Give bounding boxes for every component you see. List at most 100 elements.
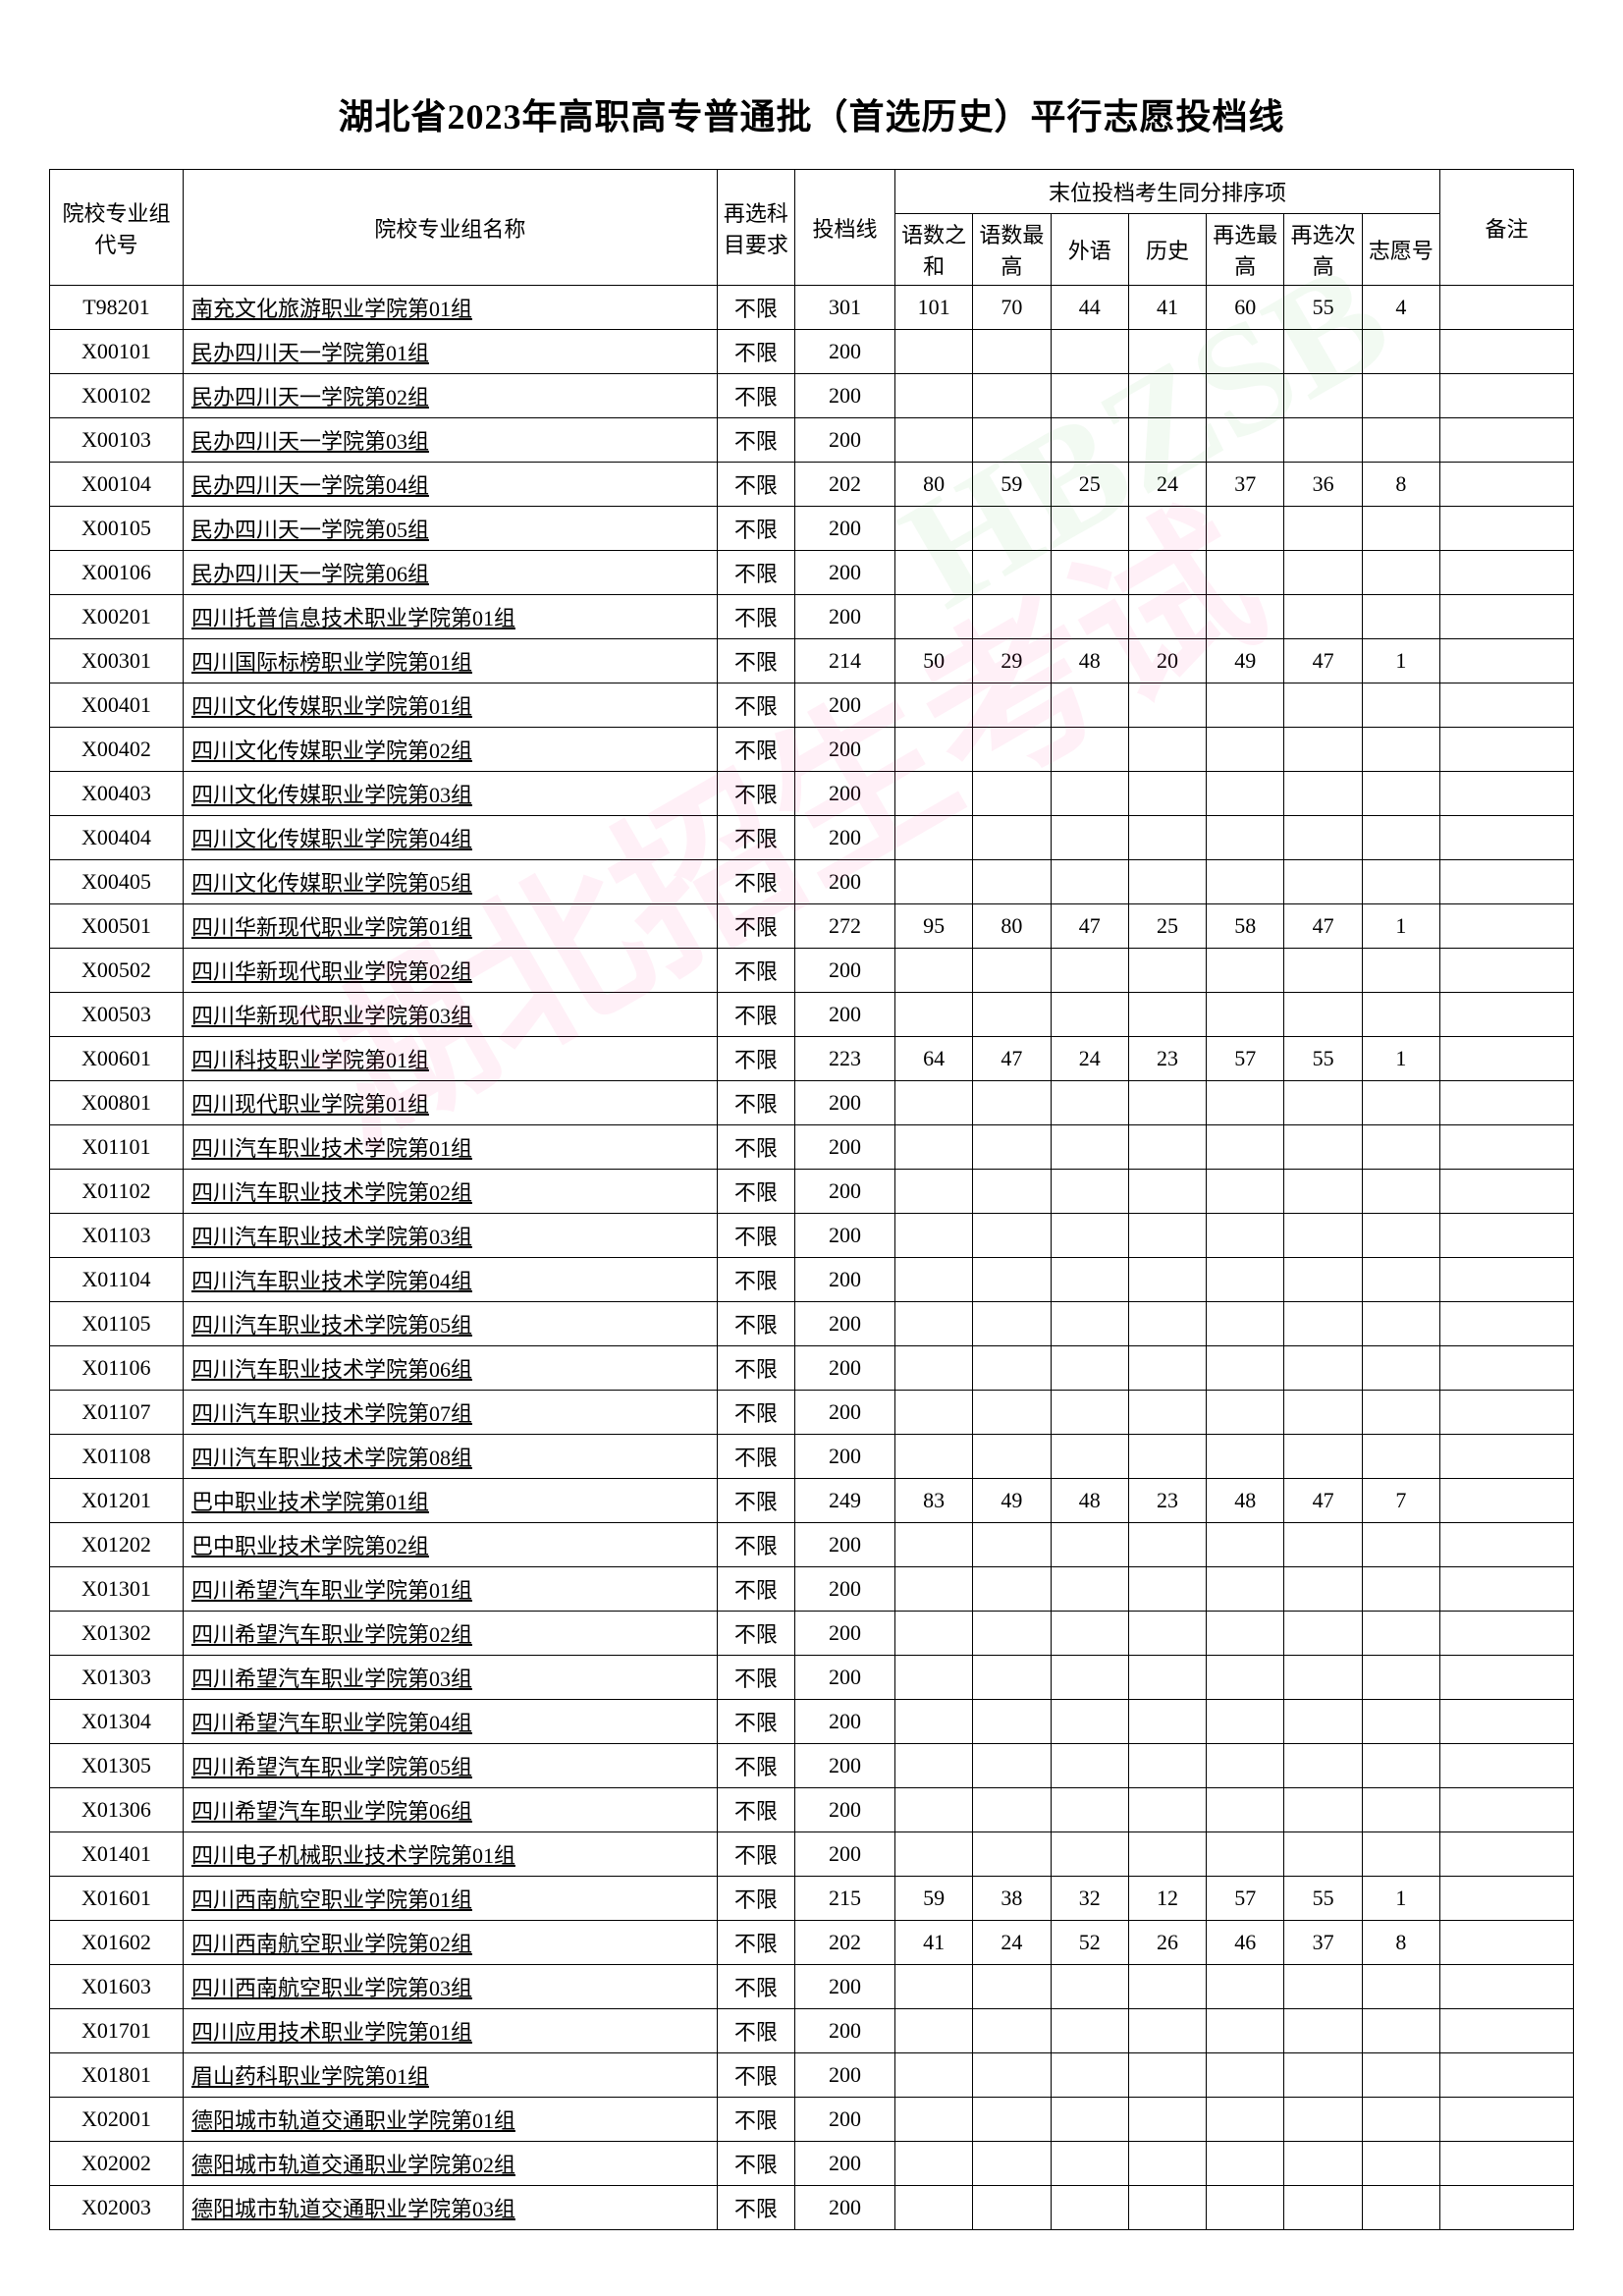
cell-c1 xyxy=(894,2009,972,2053)
cell-c1 xyxy=(894,1656,972,1700)
cell-code: X01106 xyxy=(50,1346,184,1391)
cell-name: 德阳城市轨道交通职业学院第03组 xyxy=(183,2186,717,2230)
cell-req: 不限 xyxy=(717,1391,794,1435)
cell-c4 xyxy=(1128,728,1206,772)
cell-c2 xyxy=(973,374,1051,418)
cell-code: X02002 xyxy=(50,2142,184,2186)
cell-score: 200 xyxy=(795,595,895,639)
cell-c6 xyxy=(1284,1656,1362,1700)
th-group: 末位投档考生同分排序项 xyxy=(894,170,1439,214)
th-remark: 备注 xyxy=(1440,170,1574,286)
cell-c6 xyxy=(1284,1346,1362,1391)
cell-c6 xyxy=(1284,1567,1362,1612)
cell-score: 200 xyxy=(795,1346,895,1391)
cell-c5: 37 xyxy=(1207,463,1284,507)
cell-name: 四川西南航空职业学院第02组 xyxy=(183,1921,717,1965)
cell-c2 xyxy=(973,728,1051,772)
cell-c3 xyxy=(1051,1435,1128,1479)
cell-code: X00106 xyxy=(50,551,184,595)
cell-c5 xyxy=(1207,2098,1284,2142)
cell-code: X01701 xyxy=(50,2009,184,2053)
cell-score: 200 xyxy=(795,993,895,1037)
cell-score: 200 xyxy=(795,2142,895,2186)
cell-c7 xyxy=(1362,1965,1439,2009)
cell-c6 xyxy=(1284,1965,1362,2009)
cell-score: 200 xyxy=(795,1700,895,1744)
cell-name: 四川希望汽车职业学院第04组 xyxy=(183,1700,717,1744)
cell-name: 民办四川天一学院第01组 xyxy=(183,330,717,374)
cell-c6 xyxy=(1284,551,1362,595)
cell-name: 四川国际标榜职业学院第01组 xyxy=(183,639,717,683)
cell-score: 200 xyxy=(795,683,895,728)
table-row: X00402四川文化传媒职业学院第02组不限200 xyxy=(50,728,1574,772)
cell-c2 xyxy=(973,2009,1051,2053)
th-reelect-max: 再选最高 xyxy=(1207,214,1284,286)
cell-c3 xyxy=(1051,330,1128,374)
cell-c2 xyxy=(973,1302,1051,1346)
cell-name: 四川文化传媒职业学院第05组 xyxy=(183,860,717,904)
cell-c5: 57 xyxy=(1207,1037,1284,1081)
cell-name: 南充文化旅游职业学院第01组 xyxy=(183,286,717,330)
cell-c6 xyxy=(1284,595,1362,639)
cell-c2: 38 xyxy=(973,1877,1051,1921)
cell-c4 xyxy=(1128,1744,1206,1788)
cell-code: X01101 xyxy=(50,1125,184,1170)
cell-c5 xyxy=(1207,816,1284,860)
cell-c1: 41 xyxy=(894,1921,972,1965)
cell-remark xyxy=(1440,1391,1574,1435)
cell-name: 四川托普信息技术职业学院第01组 xyxy=(183,595,717,639)
cell-code: X02003 xyxy=(50,2186,184,2230)
table-row: X01801眉山药科职业学院第01组不限200 xyxy=(50,2053,1574,2098)
cell-name: 四川希望汽车职业学院第06组 xyxy=(183,1788,717,1832)
cell-c5 xyxy=(1207,1523,1284,1567)
cell-c1 xyxy=(894,507,972,551)
cell-c6 xyxy=(1284,2142,1362,2186)
cell-c7 xyxy=(1362,1788,1439,1832)
cell-c1 xyxy=(894,1567,972,1612)
cell-c4 xyxy=(1128,2053,1206,2098)
cell-c2 xyxy=(973,1081,1051,1125)
cell-c1 xyxy=(894,1170,972,1214)
cell-c4 xyxy=(1128,2142,1206,2186)
cell-c7 xyxy=(1362,1346,1439,1391)
cell-c7 xyxy=(1362,1391,1439,1435)
cell-req: 不限 xyxy=(717,551,794,595)
cell-remark xyxy=(1440,418,1574,463)
cell-score: 200 xyxy=(795,374,895,418)
cell-c7 xyxy=(1362,551,1439,595)
cell-c6 xyxy=(1284,1832,1362,1877)
cell-c1 xyxy=(894,949,972,993)
cell-c6 xyxy=(1284,1258,1362,1302)
cell-code: X01201 xyxy=(50,1479,184,1523)
cell-c5 xyxy=(1207,860,1284,904)
cell-c4: 24 xyxy=(1128,463,1206,507)
cell-req: 不限 xyxy=(717,1346,794,1391)
table-row: X00105民办四川天一学院第05组不限200 xyxy=(50,507,1574,551)
cell-c1: 50 xyxy=(894,639,972,683)
cell-score: 200 xyxy=(795,418,895,463)
cell-score: 215 xyxy=(795,1877,895,1921)
table-row: T98201南充文化旅游职业学院第01组不限30110170444160554 xyxy=(50,286,1574,330)
cell-c6 xyxy=(1284,816,1362,860)
cell-c7 xyxy=(1362,949,1439,993)
th-wish-no: 志愿号 xyxy=(1362,214,1439,286)
cell-c2 xyxy=(973,1214,1051,1258)
cell-c6 xyxy=(1284,2186,1362,2230)
cell-name: 四川现代职业学院第01组 xyxy=(183,1081,717,1125)
cell-c2 xyxy=(973,2142,1051,2186)
cell-c7 xyxy=(1362,1744,1439,1788)
cell-c5: 60 xyxy=(1207,286,1284,330)
cell-name: 四川希望汽车职业学院第02组 xyxy=(183,1612,717,1656)
cell-c4 xyxy=(1128,860,1206,904)
cell-code: X01304 xyxy=(50,1700,184,1744)
cell-req: 不限 xyxy=(717,728,794,772)
cell-name: 四川汽车职业技术学院第08组 xyxy=(183,1435,717,1479)
cell-c1: 95 xyxy=(894,904,972,949)
cell-score: 200 xyxy=(795,507,895,551)
cell-c4: 12 xyxy=(1128,1877,1206,1921)
cell-c3: 47 xyxy=(1051,904,1128,949)
cell-c2 xyxy=(973,860,1051,904)
cell-name: 四川希望汽车职业学院第05组 xyxy=(183,1744,717,1788)
cell-c5 xyxy=(1207,1170,1284,1214)
table-row: X01601四川西南航空职业学院第01组不限2155938321257551 xyxy=(50,1877,1574,1921)
